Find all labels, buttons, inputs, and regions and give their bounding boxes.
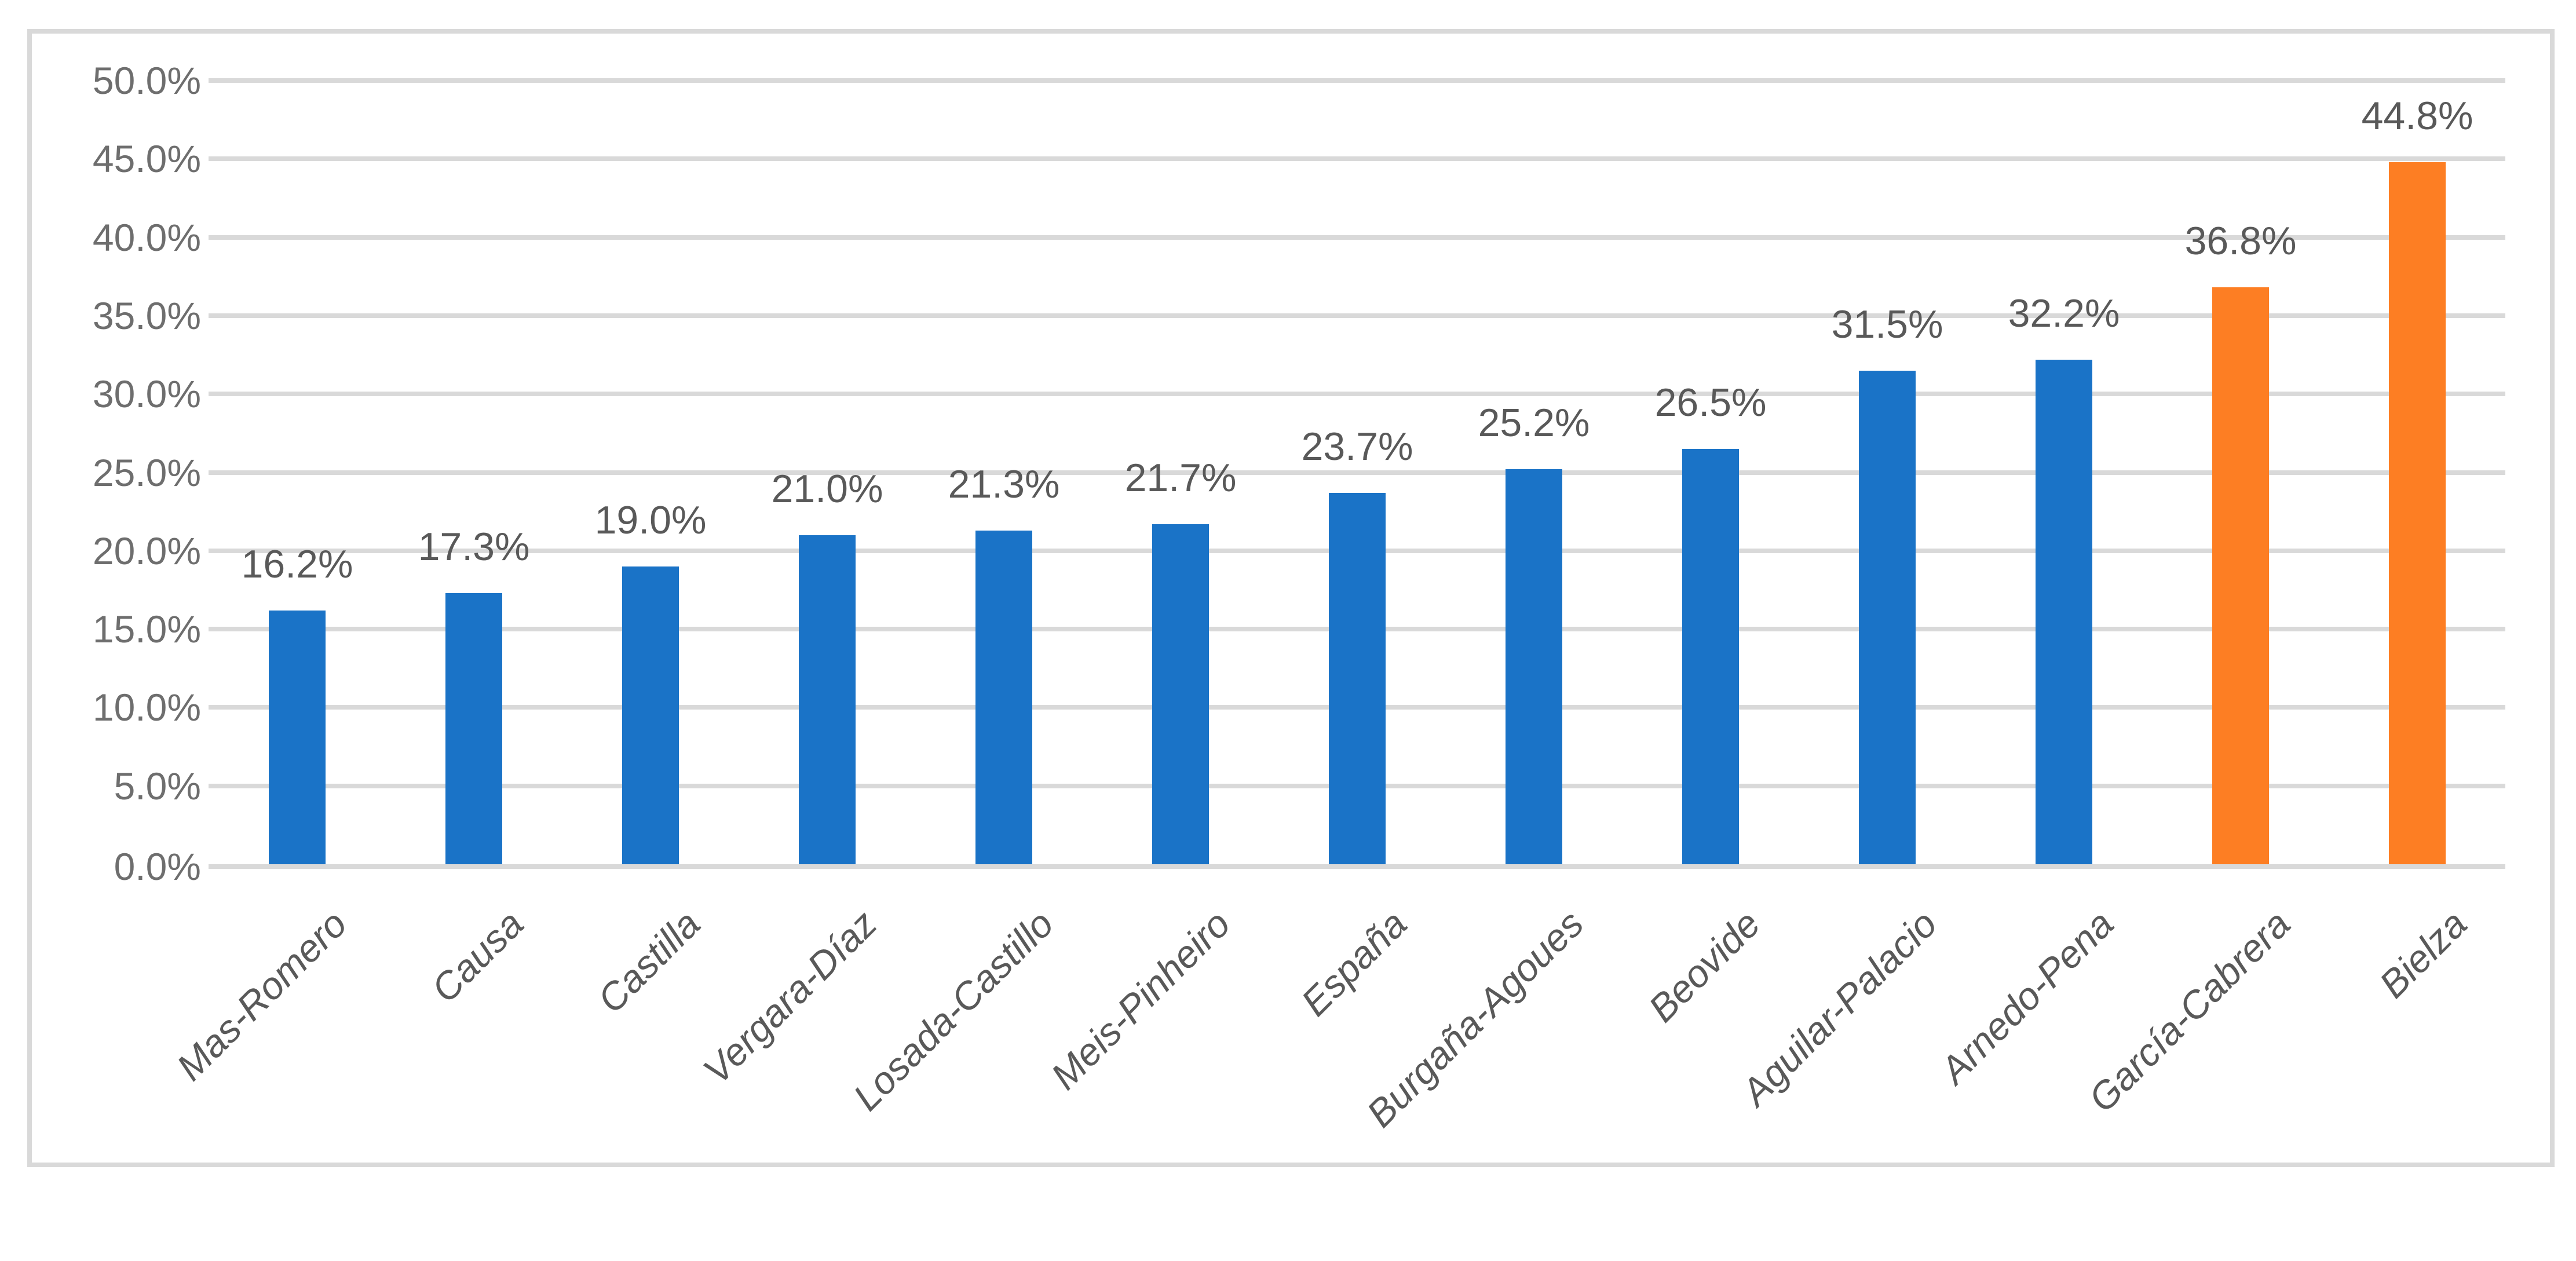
bar [975,531,1032,864]
bar-value-label: 25.2% [1478,401,1590,445]
y-axis-tick-label: 45.0% [92,137,201,181]
bar-value-label: 17.3% [418,525,530,569]
x-axis-category-label: Vergara-Díaz [695,902,885,1092]
x-axis-category-label: Arnedo-Pena [1932,902,2122,1092]
chart-frame: 0.0% 5.0% 10.0% 15.0% 20.0% 25.0% 30.0% 35.0% 40… [27,29,2555,1167]
gridline [209,392,2505,397]
gridline [209,156,2505,162]
x-axis-category-label: Causa [423,902,532,1011]
y-axis-tick-label: 50.0% [92,59,201,102]
y-axis-tick-label: 30.0% [92,372,201,416]
bar-value-label: 26.5% [1654,381,1767,425]
x-axis-category-label: Burgaña-Agoues [1358,902,1592,1135]
x-axis-category-label: España [1292,902,1415,1024]
y-axis-tick-label: 15.0% [92,608,201,651]
bar [2212,287,2269,864]
x-axis-category-label: Mas-Romero [168,902,355,1089]
y-axis-tick-label: 10.0% [92,686,201,729]
bar [2036,360,2092,864]
bar-value-label: 21.3% [948,462,1060,506]
x-axis-category-label: Bielza [2371,902,2475,1006]
y-axis-tick-label: 35.0% [92,294,201,337]
bar-value-label: 32.2% [2008,291,2120,335]
bar-value-label: 21.0% [771,467,883,511]
bar [799,535,856,864]
x-axis-category-label: Aguilar-Palacio [1733,902,1945,1114]
x-axis-line [209,864,2505,869]
x-axis-category-label: Castilla [589,902,708,1021]
bar [445,593,502,864]
y-axis-tick-label: 40.0% [92,215,201,259]
bar-value-label: 16.2% [241,542,353,586]
gridline [209,313,2505,318]
y-axis-tick-label: 25.0% [92,451,201,494]
bar-value-label: 31.5% [1831,302,1943,346]
bar [1329,493,1386,864]
bar-value-label: 19.0% [594,498,707,542]
y-axis-tick-label: 0.0% [114,845,201,888]
y-axis-tick-label: 5.0% [114,764,201,807]
y-axis-tick-label: 20.0% [92,529,201,572]
x-axis-category-label: Losada-Castillo [845,902,1062,1119]
bar [1152,524,1209,864]
x-axis-category-label: Beovide [1640,902,1769,1030]
x-axis-category-label: Meis-Pinheiro [1042,902,1238,1098]
bar [1859,371,1916,864]
bar-value-label: 36.8% [2184,219,2297,263]
gridline [209,235,2505,240]
bar-value-label: 44.8% [2361,94,2473,138]
gridline [209,470,2505,475]
x-axis-category-label: García-Cabrera [2080,902,2299,1120]
bar-value-label: 21.7% [1124,456,1237,500]
bar [2389,162,2446,864]
bar [1506,469,1562,864]
bar [1682,449,1739,864]
bar [622,566,679,864]
bar-value-label: 23.7% [1301,425,1413,469]
gridline [209,78,2505,83]
bar [269,611,326,864]
